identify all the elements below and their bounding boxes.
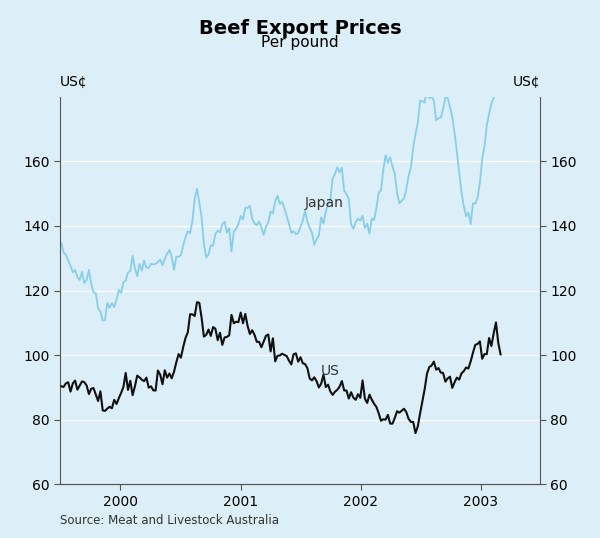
Text: Beef Export Prices: Beef Export Prices bbox=[199, 19, 401, 38]
Text: Source: Meat and Livestock Australia: Source: Meat and Livestock Australia bbox=[60, 514, 279, 527]
Text: US: US bbox=[320, 364, 340, 378]
Text: Per pound: Per pound bbox=[261, 35, 339, 50]
Text: Japan: Japan bbox=[305, 196, 344, 210]
Text: US¢: US¢ bbox=[512, 75, 540, 89]
Text: US¢: US¢ bbox=[60, 75, 88, 89]
